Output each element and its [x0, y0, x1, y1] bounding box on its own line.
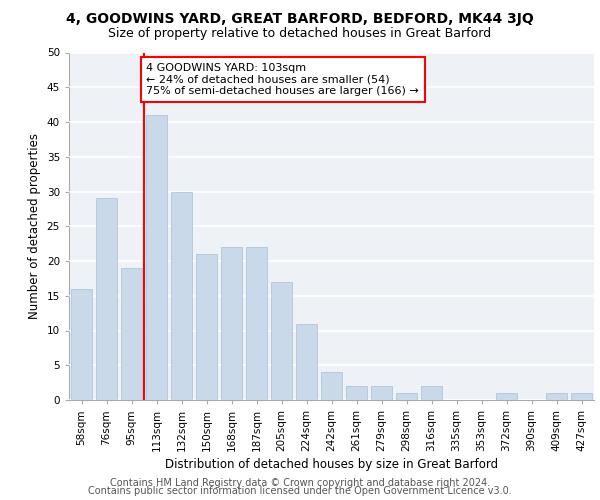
Text: Contains public sector information licensed under the Open Government Licence v3: Contains public sector information licen…	[88, 486, 512, 496]
Bar	[321, 372, 342, 400]
Bar	[346, 386, 367, 400]
Text: 4 GOODWINS YARD: 103sqm
← 24% of detached houses are smaller (54)
75% of semi-de: 4 GOODWINS YARD: 103sqm ← 24% of detache…	[146, 63, 419, 96]
Bar	[396, 393, 417, 400]
Bar	[196, 254, 217, 400]
Y-axis label: Number of detached properties: Number of detached properties	[28, 133, 41, 320]
Bar	[171, 192, 192, 400]
Bar	[146, 115, 167, 400]
Bar	[246, 247, 267, 400]
Bar	[371, 386, 392, 400]
Bar	[221, 247, 242, 400]
Bar	[496, 393, 517, 400]
Bar	[121, 268, 142, 400]
Bar	[571, 393, 592, 400]
Text: Size of property relative to detached houses in Great Barford: Size of property relative to detached ho…	[109, 28, 491, 40]
Bar	[296, 324, 317, 400]
Bar	[271, 282, 292, 400]
Bar	[546, 393, 567, 400]
Bar	[421, 386, 442, 400]
Text: 4, GOODWINS YARD, GREAT BARFORD, BEDFORD, MK44 3JQ: 4, GOODWINS YARD, GREAT BARFORD, BEDFORD…	[66, 12, 534, 26]
X-axis label: Distribution of detached houses by size in Great Barford: Distribution of detached houses by size …	[165, 458, 498, 471]
Bar	[71, 289, 92, 400]
Bar	[96, 198, 117, 400]
Text: Contains HM Land Registry data © Crown copyright and database right 2024.: Contains HM Land Registry data © Crown c…	[110, 478, 490, 488]
